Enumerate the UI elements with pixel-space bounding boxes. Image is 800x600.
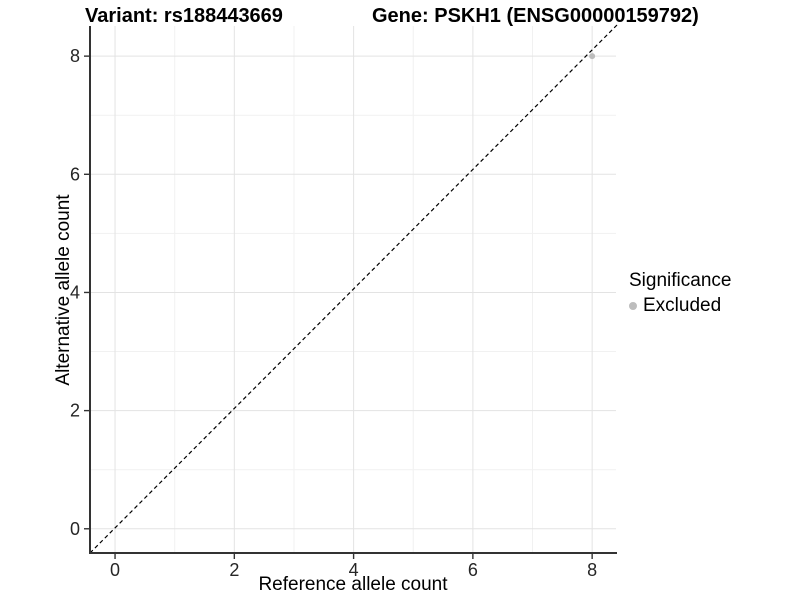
y-tick-label: 4 [70, 282, 80, 302]
y-tick-label: 6 [70, 164, 80, 184]
variant-title: Variant: rs188443669 [85, 5, 283, 27]
y-tick-label: 8 [70, 46, 80, 66]
x-tick-label: 4 [349, 560, 359, 580]
legend-title: Significance [629, 270, 732, 291]
legend-item-label: Excluded [643, 295, 722, 316]
legend-item-excluded: Excluded [629, 295, 731, 317]
x-tick-label: 6 [468, 560, 478, 580]
x-tick-label: 2 [229, 560, 239, 580]
identity-reference-line [89, 24, 618, 554]
y-tick-label: 0 [70, 519, 80, 539]
y-tick-label: 2 [70, 401, 80, 421]
x-tick-label: 8 [587, 560, 597, 580]
excluded-point-icon [629, 302, 637, 310]
x-axis-title: Reference allele count [258, 574, 448, 595]
x-tick-label: 0 [110, 560, 120, 580]
y-axis-title: Alternative allele count [53, 194, 74, 386]
gene-title: Gene: PSKH1 (ENSG00000159792) [372, 5, 699, 27]
data-point [589, 53, 596, 60]
legend: Significance Excluded [629, 270, 731, 317]
